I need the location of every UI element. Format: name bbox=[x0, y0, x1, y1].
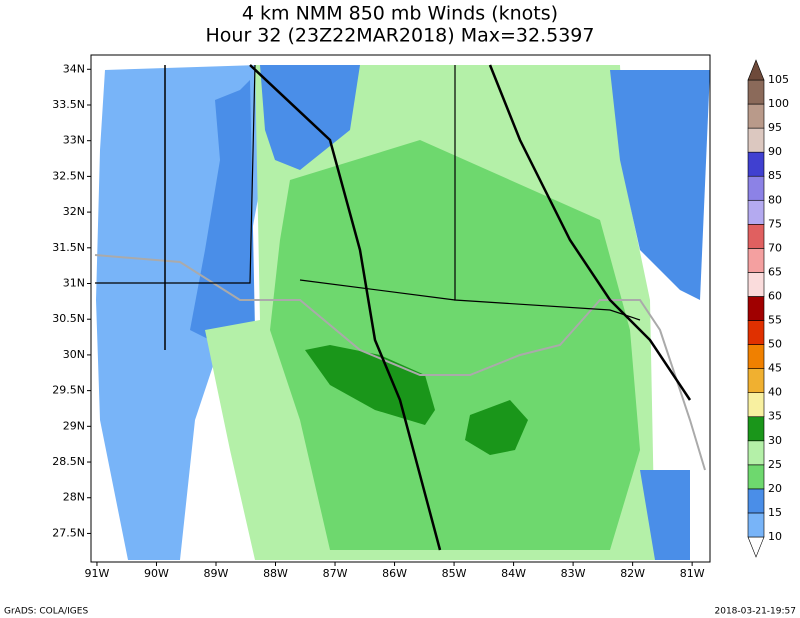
colorbar-label: 60 bbox=[768, 289, 782, 302]
colorbar-label: 30 bbox=[768, 434, 782, 447]
map-frame bbox=[90, 54, 711, 563]
colorbar-box bbox=[747, 272, 765, 297]
subtitle: Hour 32 (23Z22MAR2018) Max=32.5397 bbox=[206, 25, 595, 47]
colorbar-box bbox=[747, 488, 765, 514]
x-tick-label: 81W bbox=[680, 567, 705, 580]
colorbar-label: 10 bbox=[768, 530, 782, 543]
colorbar-box bbox=[747, 344, 765, 369]
colorbar-box bbox=[747, 464, 765, 490]
colorbar-label: 55 bbox=[768, 314, 782, 327]
colorbar-label: 90 bbox=[768, 145, 782, 158]
colorbar-label: 25 bbox=[768, 458, 782, 471]
y-tick-label: 31N bbox=[63, 277, 85, 290]
colorbar-box bbox=[747, 320, 765, 345]
axes: 91W 90W 89W 88W 87W 86W 85W 84W 83W 82W 81W 27.5N 28… bbox=[52, 62, 704, 580]
y-tick-label: 28.5N bbox=[52, 455, 85, 468]
x-tick-label: 87W bbox=[323, 567, 348, 580]
x-tick-label: 83W bbox=[561, 567, 586, 580]
colorbar-high bbox=[747, 59, 765, 81]
colorbar-label: 65 bbox=[768, 265, 782, 278]
footer-left: GrADS: COLA/IGES bbox=[4, 607, 88, 617]
colorbar-box bbox=[747, 151, 765, 177]
colorbar-box bbox=[747, 368, 765, 393]
y-tick-label: 33N bbox=[63, 134, 85, 147]
x-tick-label: 85W bbox=[442, 567, 467, 580]
colorbar-box bbox=[747, 79, 765, 105]
y-tick-label: 34N bbox=[63, 62, 85, 75]
map-fields bbox=[91, 55, 710, 562]
colorbar-box bbox=[747, 103, 765, 129]
colorbar-box bbox=[747, 224, 765, 249]
colorbar-box bbox=[747, 512, 765, 538]
footer-right: 2018-03-21-19:57 bbox=[715, 607, 797, 617]
colorbar-box bbox=[747, 392, 765, 418]
x-tick-label: 86W bbox=[382, 567, 407, 580]
colorbar-label: 100 bbox=[768, 97, 789, 110]
y-tick-label: 31.5N bbox=[52, 241, 85, 254]
y-tick-label: 27.5N bbox=[52, 526, 85, 539]
colorbar-label: 70 bbox=[768, 241, 782, 254]
y-tick-label: 29N bbox=[63, 419, 85, 432]
colorbar-label: 20 bbox=[768, 482, 782, 495]
colorbar-label: 35 bbox=[768, 410, 782, 423]
colorbar-label: 85 bbox=[768, 169, 782, 182]
y-tick-label: 30N bbox=[63, 348, 85, 361]
colorbar-label: 105 bbox=[768, 73, 789, 86]
y-tick-label: 30.5N bbox=[52, 312, 85, 325]
x-tick-label: 91W bbox=[85, 567, 110, 580]
colorbar-label: 40 bbox=[768, 386, 782, 399]
colorbar-label: 45 bbox=[768, 362, 782, 375]
y-tick-label: 32N bbox=[63, 205, 85, 218]
colorbar-box bbox=[747, 296, 765, 321]
colorbar: 10 15 20 25 30 35 40 45 50 55 60 65 70 75 80 85 90 95 100 1… bbox=[747, 59, 789, 558]
x-tick-label: 88W bbox=[263, 567, 288, 580]
colorbar-label: 80 bbox=[768, 193, 782, 206]
colorbar-label: 15 bbox=[768, 506, 782, 519]
colorbar-box bbox=[747, 199, 765, 225]
colorbar-label: 95 bbox=[768, 121, 782, 134]
colorbar-box bbox=[747, 416, 765, 442]
colorbar-label: 50 bbox=[768, 338, 782, 351]
colorbar-box bbox=[747, 175, 765, 201]
x-tick-label: 90W bbox=[144, 567, 169, 580]
x-tick-label: 84W bbox=[501, 567, 526, 580]
x-tick-label: 89W bbox=[204, 567, 229, 580]
colorbar-box bbox=[747, 440, 765, 466]
x-tick-label: 82W bbox=[620, 567, 645, 580]
y-tick-label: 29.5N bbox=[52, 384, 85, 397]
colorbar-low bbox=[747, 536, 765, 558]
colorbar-box bbox=[747, 248, 765, 273]
colorbar-box bbox=[747, 127, 765, 153]
y-tick-label: 33.5N bbox=[52, 98, 85, 111]
colorbar-label: 75 bbox=[768, 217, 782, 230]
y-tick-label: 28N bbox=[63, 491, 85, 504]
title: 4 km NMM 850 mb Winds (knots) bbox=[242, 3, 558, 25]
y-tick-label: 32.5N bbox=[52, 169, 85, 182]
